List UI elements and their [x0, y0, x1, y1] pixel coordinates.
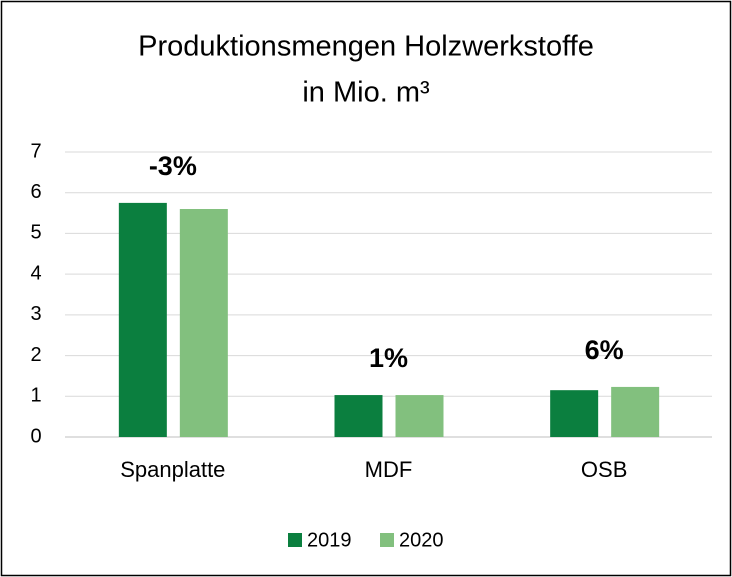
legend-swatch — [288, 533, 302, 547]
bar — [179, 209, 228, 437]
legend-label: 2020 — [399, 529, 444, 551]
annotation: 6% — [585, 335, 624, 365]
bar — [550, 390, 599, 437]
legend-swatch — [380, 533, 394, 547]
y-tick-label: 5 — [30, 222, 41, 244]
y-tick-label: 2 — [30, 344, 41, 366]
bar — [395, 395, 444, 437]
x-tick-label: OSB — [581, 457, 627, 482]
legend-label: 2019 — [307, 529, 352, 551]
y-tick-label: 3 — [30, 303, 41, 325]
bar — [334, 395, 383, 437]
chart-title: in Mio. m³ — [302, 77, 430, 109]
x-tick-label: MDF — [365, 457, 413, 482]
y-tick-label: 4 — [30, 262, 41, 284]
y-tick-label: 7 — [30, 140, 41, 162]
y-tick-label: 1 — [30, 385, 41, 407]
y-tick-label: 6 — [30, 181, 41, 203]
annotation: 1% — [369, 343, 408, 373]
chart-title: Produktionsmengen Holzwerkstoffe — [138, 31, 594, 63]
bar — [611, 386, 660, 437]
annotation: -3% — [149, 151, 197, 181]
x-tick-label: Spanplatte — [120, 457, 225, 482]
y-tick-label: 0 — [30, 425, 41, 447]
bar — [118, 202, 167, 437]
